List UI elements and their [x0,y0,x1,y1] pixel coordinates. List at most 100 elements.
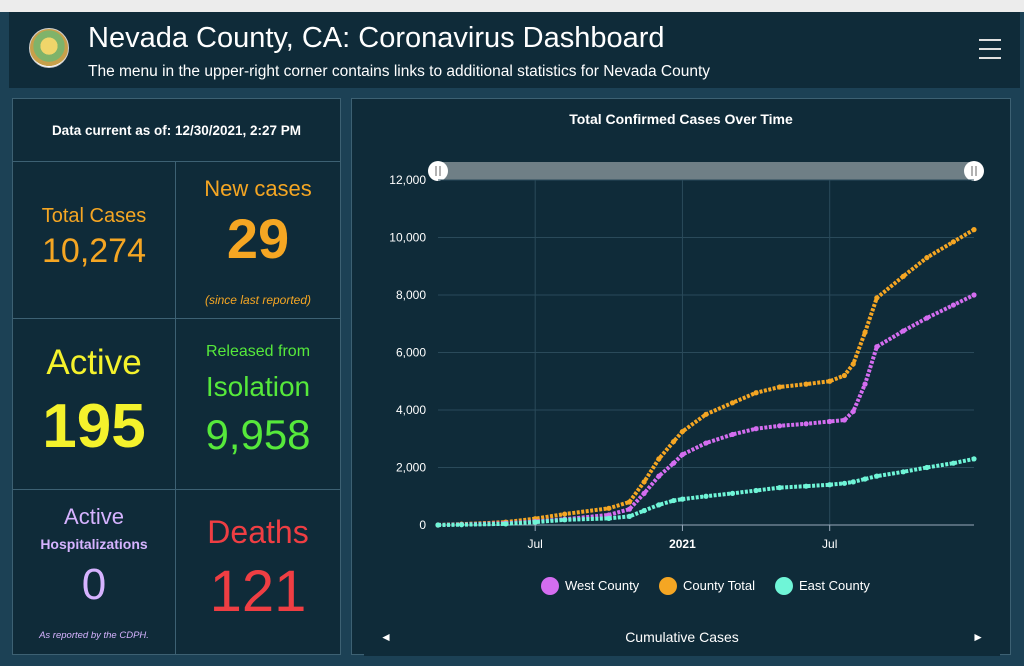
data-point [827,378,833,384]
released-label-bottom: Isolation [205,371,311,402]
data-point [729,400,736,406]
data-point [606,515,612,521]
data-point [671,497,677,504]
new-cases-card: New cases 29 (since last reported) [176,162,340,319]
data-point [626,513,633,519]
data-point [862,476,868,482]
data-point [850,479,856,485]
data-point [971,292,977,298]
x-tick-label: 2021 [669,537,696,551]
data-point [626,499,633,505]
data-point [841,417,848,423]
data-point [753,426,759,432]
data-point [924,255,930,261]
data-point [924,464,930,471]
legend-swatch[interactable] [775,577,793,595]
hospitalizations-card: Active Hospitalizations 0 As reported by… [13,490,176,654]
data-point [656,502,662,508]
new-cases-label: New cases [204,176,312,201]
total-cases-card: Total Cases 10,274 [13,162,176,319]
y-tick-label: 0 [419,518,426,532]
next-chart-icon[interactable]: ► [972,630,984,644]
series-line-county-total [437,227,976,527]
released-label-top: Released from [205,343,311,360]
data-point [874,344,880,350]
deaths-card: Deaths 121 [176,490,340,654]
data-point [532,519,538,525]
data-point [900,328,906,334]
range-slider-left-handle[interactable] [428,161,448,181]
prev-chart-icon[interactable]: ◄ [380,630,392,644]
deaths-value: 121 [209,559,307,624]
data-point [562,517,568,523]
data-point [703,440,709,446]
data-point [679,496,686,502]
range-slider-track [438,162,974,180]
data-point [874,295,880,301]
data-point [924,315,930,321]
legend-label[interactable]: County Total [683,578,755,593]
data-point [900,273,906,279]
released-value: 9,958 [205,411,311,458]
data-point [971,227,977,233]
range-slider-right-handle[interactable] [964,161,984,181]
cumulative-cases-chart: 0 2,000 4,000 6,000 8,000 10,000 12,000 Jul 2021… [389,161,984,595]
y-tick-label: 12,000 [389,173,426,187]
legend-label[interactable]: West County [565,578,640,593]
data-point [656,456,662,462]
county-seal-logo [29,28,69,68]
y-tick-label: 6,000 [396,346,426,360]
legend-label[interactable]: East County [799,578,870,593]
total-cases-label: Total Cases [41,205,147,227]
active-label: Active [46,343,142,382]
series-line-east-county [437,456,975,527]
data-point [777,384,783,390]
hosp-label-bottom: Hospitalizations [40,536,148,552]
legend-swatch[interactable] [659,577,677,595]
data-point [679,451,686,458]
data-point [679,428,686,435]
data-point [729,490,736,496]
data-point [435,522,441,528]
data-point [950,302,956,308]
data-point [862,381,868,387]
x-tick-label: Jul [822,537,837,551]
new-cases-value: 29 [226,207,290,270]
hamburger-menu-icon[interactable] [979,39,1001,59]
stats-panel: Data current as of: 12/30/2021, 2:27 PM … [12,98,341,655]
data-point [641,490,647,496]
data-point [950,460,956,466]
data-current-label: Data current as of: 12/30/2021, 2:27 PM [13,99,340,162]
total-cases-value: 10,274 [42,232,146,270]
data-point [803,483,809,489]
hosp-label-top: Active [64,504,124,529]
data-point [777,423,783,429]
chart-footer: ◄ Cumulative Cases ► [364,620,1000,656]
data-point [671,439,677,445]
data-point [458,522,465,528]
data-point [503,521,509,527]
deaths-label: Deaths [207,514,309,550]
data-point [874,473,880,479]
data-point [641,479,647,485]
data-point [777,485,783,491]
data-point [656,473,662,479]
data-point [753,487,759,494]
hosp-note: As reported by the CDPH. [39,630,149,641]
data-point [671,460,677,466]
page-title: Nevada County, CA: Coronavirus Dashboard [88,22,665,54]
legend-swatch[interactable] [541,577,559,595]
y-tick-label: 8,000 [396,288,426,302]
data-point [950,239,956,245]
active-cases-card: Active 195 [13,319,176,490]
data-point [703,493,709,499]
data-point [641,508,647,514]
y-tick-label: 10,000 [389,231,426,245]
y-tick-label: 4,000 [396,403,426,417]
data-point [850,361,856,367]
data-point [850,408,856,415]
data-point [827,418,833,425]
data-point [803,421,809,427]
data-point [841,480,848,486]
header-bar: Nevada County, CA: Coronavirus Dashboard… [9,12,1020,88]
